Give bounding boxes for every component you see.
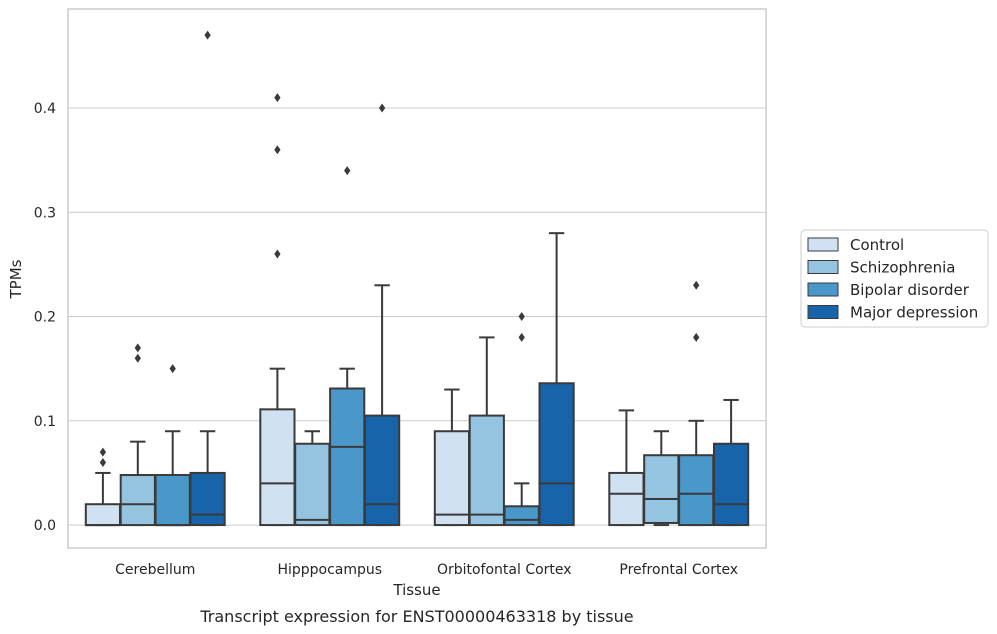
x-tick-label: Cerebellum [115,562,195,578]
box [538,382,575,527]
outlier-point [518,332,525,342]
x-tick-label: Hipppocampus [277,562,382,578]
box-group [712,398,750,527]
box [468,414,505,527]
outlier-point [518,312,525,322]
box-group [363,103,401,527]
legend: Control Schizophrenia Bipolar disorder Majo… [800,229,989,328]
box [678,454,715,527]
box [294,442,331,527]
box [363,414,401,527]
box [119,474,156,527]
box-group [643,430,680,527]
outlier-point [134,353,141,363]
legend-swatch [807,305,839,319]
box [84,503,122,527]
box-group [329,166,366,527]
outlier-point [693,280,700,290]
y-tick-label: 0.2 [34,310,56,326]
outlier-point [99,447,107,457]
box [643,454,680,524]
outlier-point [134,343,141,353]
box-group [468,336,505,527]
x-tick-label: Orbitofontal Cortex [437,562,572,578]
outlier-point [99,458,107,468]
figure-caption: Transcript expression for ENST0000046331… [199,607,633,626]
box [329,387,366,527]
legend-swatch [807,282,839,297]
y-tick-labels: 0.0 0.1 0.2 0.3 0.4 [34,101,56,534]
outlier-point [274,249,281,259]
y-tick-label: 0.4 [34,101,56,117]
plot-frame [67,8,767,549]
legend-label: Schizophrenia [850,259,955,277]
outlier-point [274,145,281,155]
box-group [608,409,645,527]
box [503,505,540,527]
outlier-point [204,30,211,40]
boxes [84,30,750,527]
box-group [503,312,540,527]
box-group [259,93,296,527]
x-axis-label: Tissue [392,581,440,599]
outlier-point [378,103,386,113]
outlier-point [169,364,176,374]
y-tick-label: 0.1 [34,414,56,430]
box [608,471,645,527]
box [712,442,750,527]
legend-swatch [807,237,839,252]
box [189,471,226,527]
plot-border [67,8,767,549]
y-tick-label: 0.3 [34,205,56,221]
box-group [84,447,122,527]
box-group [538,232,575,527]
legend-box [800,229,989,328]
x-tick-label: Prefrontal Cortex [619,562,738,578]
box-group [189,30,226,527]
outlier-point [693,332,700,342]
y-tick-label: 0.0 [34,518,56,534]
outlier-point [344,166,351,176]
box-group [433,388,471,527]
box-group [294,430,331,527]
y-axis-label: TPMs [7,259,25,299]
legend-label: Major depression [850,304,978,322]
box [433,430,471,527]
x-tick-labels: Cerebellum Hipppocampus Orbitofontal Corte… [115,562,738,578]
outlier-point [274,93,281,103]
legend-label: Bipolar disorder [850,281,970,299]
box [154,474,191,527]
box-group [154,364,191,527]
legend-swatch [807,260,839,274]
box [259,408,296,527]
legend-label: Control [850,236,904,254]
